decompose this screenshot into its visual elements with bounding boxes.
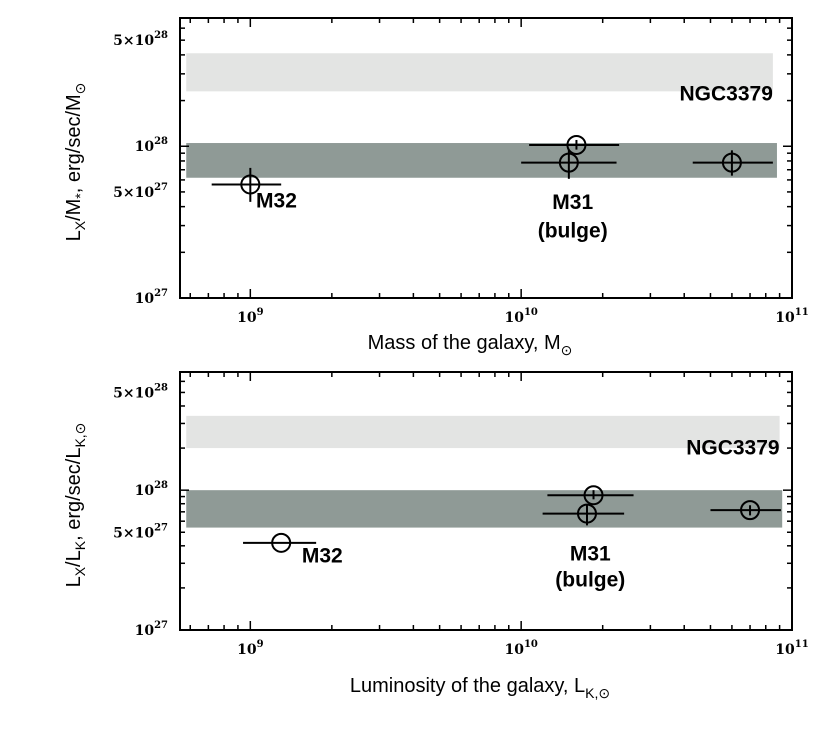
label-bulge: (bulge) <box>555 568 625 591</box>
data-point <box>521 149 617 179</box>
label-bulge: (bulge) <box>538 220 608 243</box>
x-tick-label-1e11: 1011 <box>775 639 808 658</box>
band-ngc3379 <box>186 53 773 92</box>
data-point <box>211 167 282 202</box>
band-ngc3379 <box>186 415 780 449</box>
data-point <box>547 485 634 506</box>
bottom-bands <box>186 415 783 528</box>
point-marker <box>721 152 742 173</box>
y-axis-title: LX/M*, erg/sec/M⊙ <box>63 83 88 242</box>
top-y-tick-labels: 1027 5×1027 1028 5×1028 <box>113 30 168 307</box>
data-point <box>243 532 317 553</box>
top-panel: 109 1010 1011 1027 5×1027 1028 5×1028 NG… <box>63 17 809 358</box>
y-tick-label-5e27: 5×1027 <box>113 522 168 541</box>
point-marker <box>558 152 579 173</box>
top-ticks <box>180 17 793 299</box>
point-marker <box>740 500 761 521</box>
y-tick-label-5e27: 5×1027 <box>113 182 168 201</box>
point-marker <box>240 174 261 195</box>
point-marker <box>271 532 292 553</box>
data-point <box>710 500 781 521</box>
label-m31: M31 <box>552 191 593 214</box>
y-tick-label-1e28: 1028 <box>135 480 168 499</box>
x-tick-label-1e9: 109 <box>237 307 263 326</box>
bottom-plot-frame <box>179 371 793 631</box>
label-ngc3379: NGC3379 <box>679 83 772 106</box>
label-m32: M32 <box>302 544 343 567</box>
top-x-tick-labels: 109 1010 1011 <box>237 307 809 326</box>
point-marker <box>576 503 597 524</box>
band-m31-bulge <box>186 490 783 528</box>
y-tick-label-1e27: 1027 <box>135 620 168 639</box>
y-axis-title: LX/LK, erg/sec/LK,⊙ <box>63 423 88 588</box>
x-tick-label-1e10: 1010 <box>504 639 537 658</box>
y-tick-label-5e28: 5×1028 <box>113 382 168 401</box>
label-m32: M32 <box>256 189 297 212</box>
top-bands <box>186 53 777 178</box>
point-marker <box>566 134 587 155</box>
bottom-annotations: NGC3379 M32 M31 (bulge) <box>302 436 780 591</box>
band-m31-bulge <box>186 143 777 178</box>
x-tick-label-1e11: 1011 <box>775 307 808 326</box>
label-m31: M31 <box>570 542 611 565</box>
x-axis-title: Luminosity of the galaxy, LK,⊙ <box>350 675 610 701</box>
y-tick-label-5e28: 5×1028 <box>113 30 168 49</box>
bottom-data-points <box>243 485 781 553</box>
y-tick-label-1e27: 1027 <box>135 288 168 307</box>
label-ngc3379: NGC3379 <box>686 436 779 459</box>
top-annotations: NGC3379 M32 M31 (bulge) <box>256 83 773 243</box>
top-plot-frame <box>179 17 793 299</box>
bottom-x-tick-labels: 109 1010 1011 <box>237 639 809 658</box>
bottom-ticks <box>180 371 793 631</box>
data-point <box>542 503 625 526</box>
data-point <box>529 134 620 155</box>
x-tick-label-1e9: 109 <box>237 639 263 658</box>
top-data-points <box>211 134 773 202</box>
y-tick-label-1e28: 1028 <box>135 136 168 155</box>
x-tick-label-1e10: 1010 <box>504 307 537 326</box>
bottom-panel: 109 1010 1011 1027 5×1027 1028 5×1028 NG… <box>63 371 809 701</box>
bottom-y-tick-labels: 1027 5×1027 1028 5×1028 <box>113 382 168 639</box>
x-axis-title: Mass of the galaxy, M⊙ <box>368 332 573 358</box>
point-marker <box>583 485 604 506</box>
data-point <box>692 150 773 176</box>
